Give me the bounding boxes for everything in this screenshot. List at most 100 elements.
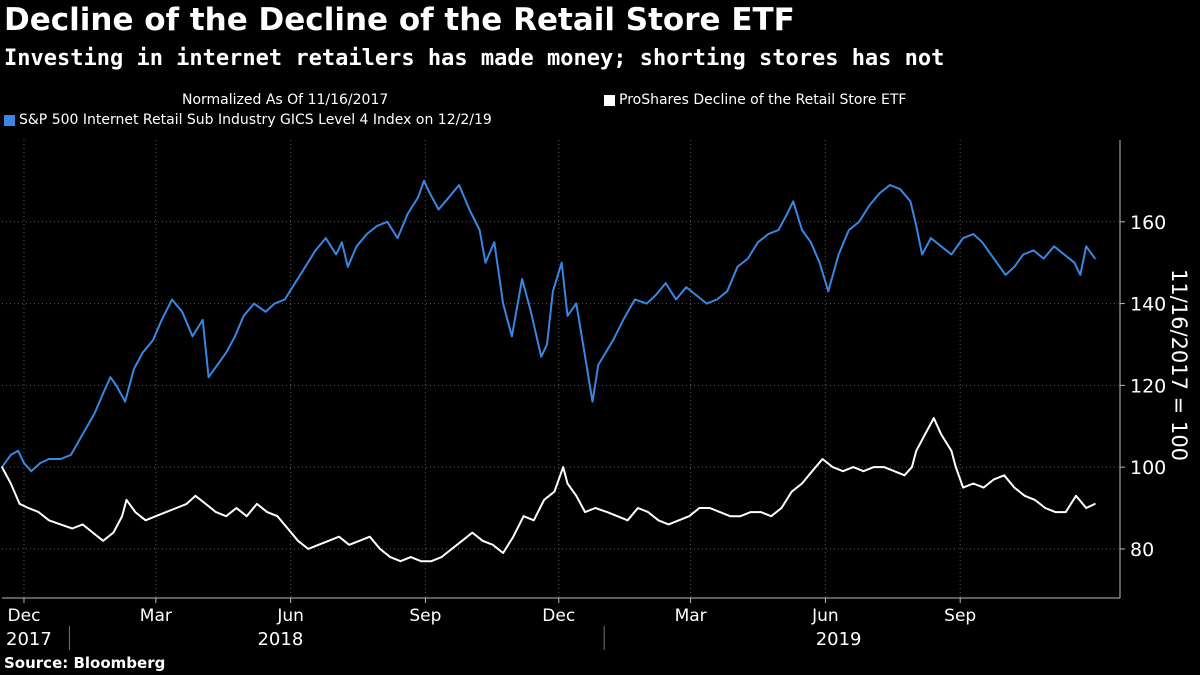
data-point-retail-store-etf [780,507,783,509]
data-point-retail-store-etf [155,515,157,517]
x-tick-label: Sep [944,606,976,626]
data-point-internet-retail [981,241,983,243]
y-tick-label: 160 [1130,212,1166,234]
data-point-retail-store-etf [667,523,670,526]
data-point-internet-retail [921,253,923,256]
data-point-retail-store-etf [48,519,50,522]
data-point-retail-store-etf [235,507,238,509]
data-point-retail-store-etf [276,515,279,517]
data-point-internet-retail [868,204,871,207]
data-point-internet-retail [962,237,964,239]
data-point-internet-retail [502,302,504,305]
data-point-retail-store-etf [1003,474,1005,477]
data-point-internet-retail [201,319,204,321]
data-point-retail-store-etf [125,499,128,501]
data-point-internet-retail [878,192,881,194]
data-point-internet-retail [207,376,210,379]
data-point-internet-retail [396,237,399,239]
data-point-retail-store-etf [553,490,556,493]
data-point-internet-retail [448,196,450,199]
data-point-internet-retail [1094,257,1096,260]
data-point-internet-retail [347,266,349,268]
data-point-retail-store-etf [1085,507,1087,509]
data-point-retail-store-etf [950,450,953,452]
data-point-retail-store-etf [739,515,742,517]
x-tick-label: Sep [409,606,441,626]
data-point-retail-store-etf [698,507,701,509]
data-point-internet-retail [181,311,183,313]
data-point-retail-store-etf [647,511,649,513]
x-year-label: 2019 [816,629,862,650]
data-point-internet-retail [17,450,19,452]
data-point-internet-retail [675,298,677,301]
data-point-internet-retail [429,192,431,194]
data-point-internet-retail [909,200,912,203]
data-point-retail-store-etf [502,552,504,554]
data-point-retail-store-etf [451,548,453,550]
data-point-internet-retail [972,233,975,235]
data-point-retail-store-etf [1064,511,1067,513]
data-point-retail-store-etf [245,515,248,517]
data-point-internet-retail [171,298,173,301]
legend-swatch-blue [4,114,15,126]
data-point-retail-store-etf [657,519,660,522]
data-point-retail-store-etf [972,482,975,485]
data-point-retail-store-etf [616,515,619,517]
x-tick-label: Jun [276,606,304,626]
data-point-internet-retail [664,282,667,284]
data-point-retail-store-etf [369,535,371,538]
data-point-internet-retail [695,294,698,297]
data-point-retail-store-etf [410,556,412,558]
data-point-retail-store-etf [729,515,731,517]
data-point-internet-retail [81,433,84,436]
data-point-retail-store-etf [37,511,40,513]
data-point-internet-retail [109,376,112,379]
data-point-internet-retail [141,351,144,354]
data-point-internet-retail [685,286,687,289]
data-point-internet-retail [423,180,425,182]
data-point-retail-store-etf [1,466,3,468]
chart-title: Decline of the Decline of the Retail Sto… [4,2,795,38]
data-point-retail-store-etf [911,466,913,468]
data-point-internet-retail [767,233,770,235]
data-point-internet-retail [115,384,118,387]
gridlines [2,140,1120,598]
data-point-retail-store-etf [955,466,957,468]
data-point-retail-store-etf [903,474,906,477]
data-point-internet-retail [225,351,227,354]
y-tick-label: 100 [1130,457,1166,479]
data-point-retail-store-etf [842,470,844,473]
data-point-internet-retail [597,364,600,366]
data-point-internet-retail [234,335,236,338]
data-point-retail-store-etf [121,515,123,517]
axes: 80 100 120 140 160 Dec Mar Jun Sep Dec Mar Jun Sep 20… [2,140,1191,650]
data-point-internet-retail [284,298,286,301]
data-point-internet-retail [810,241,812,243]
data-point-retail-store-etf [92,531,94,534]
data-point-internet-retail [216,364,219,366]
data-point-retail-store-etf [533,519,535,522]
y-tick-label: 120 [1130,375,1166,397]
data-point-internet-retail [827,290,830,293]
data-point-internet-retail [889,184,891,186]
data-point-retail-store-etf [481,540,484,542]
series-line-internet-retail [1,179,1096,473]
x-tick-label: Dec [542,606,575,626]
data-point-retail-store-etf [389,556,392,558]
data-point-internet-retail [996,261,998,264]
data-point-internet-retail [848,229,850,231]
data-point-retail-store-etf [1034,499,1036,501]
data-point-internet-retail [376,225,378,227]
data-point-internet-retail [786,212,789,215]
data-point-internet-retail [777,229,780,231]
data-point-retail-store-etf [1054,511,1057,513]
data-point-retail-store-etf [144,519,147,522]
data-point-retail-store-etf [873,466,875,468]
chart-subtitle: Investing in internet retailers has made… [4,46,945,71]
data-point-retail-store-etf [215,511,217,513]
data-point-internet-retail [575,302,578,305]
data-point-retail-store-etf [175,507,178,509]
data-point-internet-retail [1053,245,1055,248]
data-point-retail-store-etf [821,458,824,460]
data-point-internet-retail [940,245,942,248]
